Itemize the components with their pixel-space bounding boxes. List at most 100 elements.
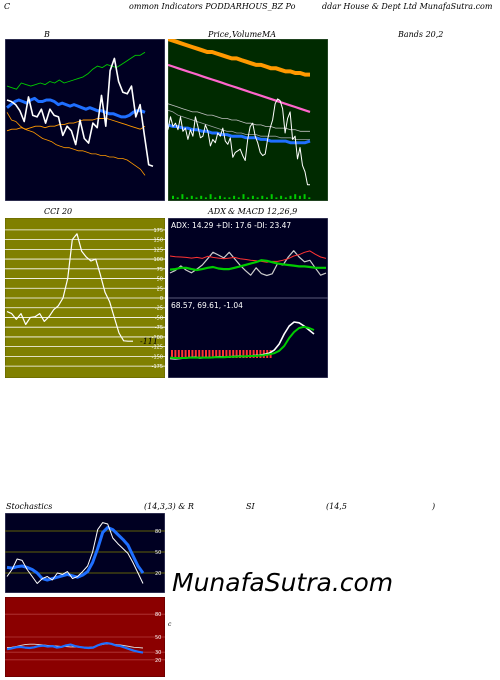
adx-panel: ADX: 14.29 +DI: 17.6 -DI: 23.47 [168,218,328,298]
bbands-panel [5,39,165,201]
stoch-d-line [6,526,145,582]
volume-bar [303,194,306,199]
volume-bar [251,195,254,199]
macd-histogram-bar [177,350,180,358]
price-title-c: MA [262,30,276,39]
macd-histogram-bar [235,350,238,358]
rsi-tick-label: 50 [155,635,161,641]
plus-di-line [169,259,326,272]
stoch-k-line [6,522,144,584]
ma-blue-line [168,123,311,145]
volume-bar [261,195,264,199]
header-part-3: ddar House & Dept Ltd MunafaSutra.com [322,2,493,11]
cci-tick-label: -150 [152,354,163,360]
cci-line [6,233,133,342]
bbands-title: Bands 20,2 [398,30,444,39]
volume-bar [195,197,198,199]
ma-long-line [168,39,310,77]
watermark: MunafaSutra.com [172,568,394,597]
macd-histogram-bar [211,350,214,358]
volume-bar [256,197,259,199]
volume-bar [223,197,226,199]
macd-histogram-bar [218,350,221,358]
macd-histogram-bar [208,350,211,358]
cci-tick-label: 125 [153,247,163,253]
cci-tick-label: -75 [155,325,163,331]
macd-histogram-bar [174,350,177,358]
volume-bar [204,197,207,199]
volume-bar [190,195,193,199]
header-part-2: ommon Indicators PODDARHOUS_BZ Po [129,2,296,11]
macd-histogram-bar [256,350,258,358]
cci-tick-label: 150 [153,238,163,244]
cci-tick-label: -50 [155,316,163,322]
volume-bar [172,195,174,199]
macd-label: 68.57, 69.61, -1.04 [171,301,243,310]
bb-lower-tail [6,112,146,176]
stoch-title-c: SI [246,502,255,511]
stoch-tick-label: 20 [155,571,161,577]
volume-bar [298,195,301,199]
macd-title: & MACD 12,26,9 [228,207,298,216]
macd-histogram-bar [242,350,245,358]
cci-title: CCI 20 [44,207,73,216]
price-panel [168,39,328,201]
volume-bar [266,197,268,199]
stoch-background [5,513,165,593]
bb-lower-band [6,118,146,132]
volume-bar [200,195,203,199]
volume-bar [209,194,212,199]
volume-bar [219,195,221,199]
macd-histogram-bar [245,350,248,358]
cci-tick-label: -125 [152,345,163,351]
stoch-panel: 20 50 80 [5,513,165,593]
volume-bar [228,197,231,199]
macd-histogram-bar [215,350,218,358]
macd-background [168,298,328,378]
bb-upper-band [6,51,146,90]
volume-bar [181,194,184,199]
volume-bar [280,195,283,199]
volume-bar [247,197,250,199]
volume-bar [289,195,292,199]
macd-histogram-bar [205,350,207,358]
stoch-tick-label: 80 [155,529,161,535]
bbands-title-b: B [44,30,50,39]
rsi-tick-label: 80 [155,612,161,618]
cci-tick-label: -175 [152,364,163,370]
volume-bar [270,194,273,199]
volume-bar [284,197,287,199]
macd-histogram-bar [228,350,231,358]
macd-histogram-bar [171,350,173,358]
macd-histogram-bar [191,350,194,358]
macd-histogram-bar [222,350,224,358]
volume-bar [186,197,189,199]
cci-tick-label: 100 [153,257,163,263]
volume-bar [242,194,245,199]
cci-tick-label: -100 [152,335,163,341]
stoch-title-d: (14,5 [326,502,347,511]
macd-histogram-bar [239,350,241,358]
cci-tick-label: 75 [157,267,163,273]
rsi-line [6,641,144,654]
ma-gray-line-2 [168,109,310,140]
rsi-panel: 20 30 50 80 [5,597,165,677]
cci-tick-label: 0 [160,296,163,302]
stoch-tick-label: 50 [155,550,161,556]
macd-histogram-bar [194,350,197,358]
stoch-title-b: (14,3,3) & R [144,502,194,511]
cci-tick-label: -25 [155,306,163,312]
minus-di-line [169,250,327,263]
macd-histogram-bar [225,350,228,358]
price-line [168,98,310,186]
macd-histogram-bar [198,350,201,358]
volume-bar [308,197,311,199]
volume-bar [233,195,236,199]
cci-tick-label: 175 [153,228,163,234]
macd-signal-line [169,325,315,359]
adx-label: ADX: 14.29 +DI: 17.6 -DI: 23.47 [171,221,291,230]
macd-histogram-bar [201,350,204,358]
volume-bar [176,197,179,199]
volume-bar [237,197,240,199]
macd-histogram-bar [181,350,184,358]
